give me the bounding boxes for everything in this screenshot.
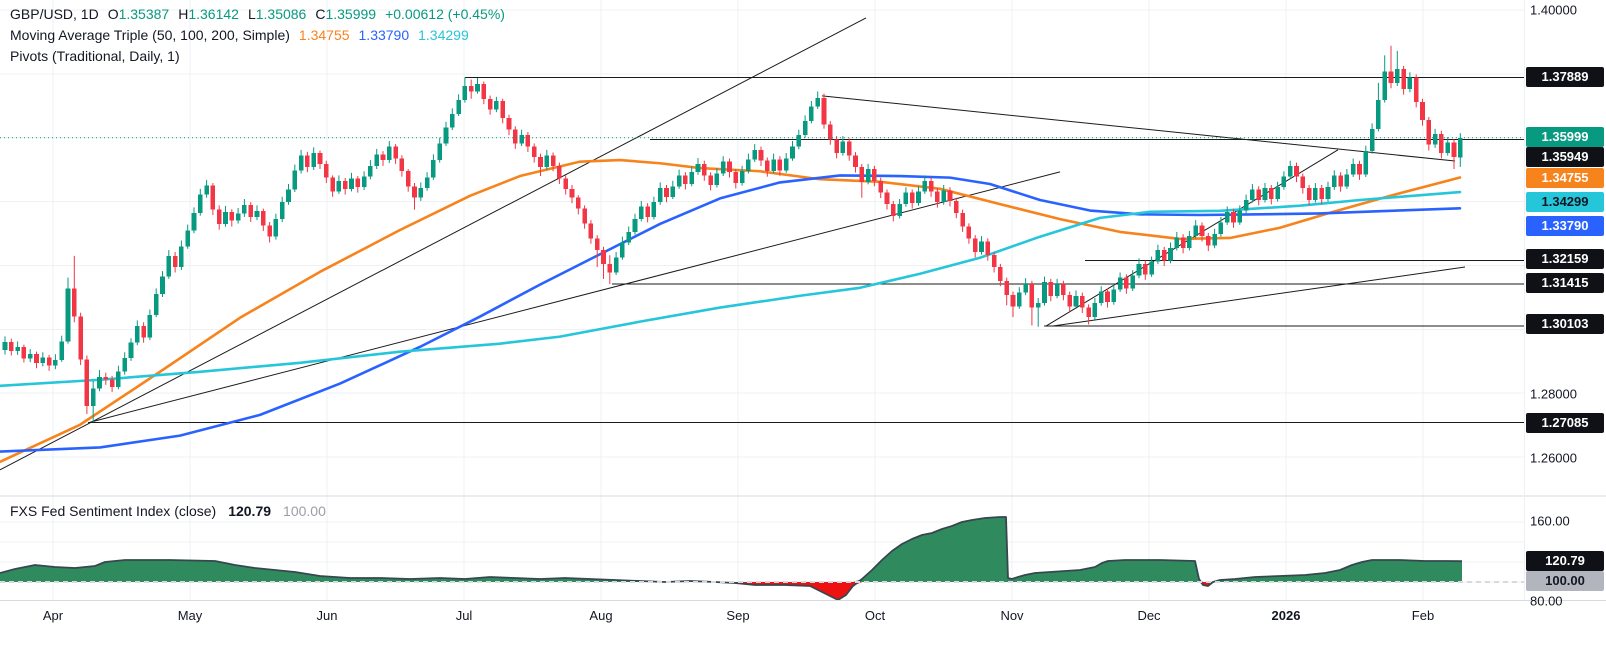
ohlc-high: H1.36142: [178, 6, 239, 22]
price-scale-badge: 100.00: [1526, 571, 1604, 591]
time-axis-label: Apr: [42, 608, 64, 623]
price-scale-label: 160.00: [1530, 513, 1570, 529]
sma-50-line: [0, 158, 1462, 464]
sentiment-outline: [0, 516, 1463, 601]
sentiment-area-negative: [0, 582, 1462, 600]
price-scale-badge: 1.37889: [1526, 67, 1604, 87]
price-scale-badge: 1.32159: [1526, 249, 1604, 269]
time-axis-label: Sep: [726, 608, 750, 623]
price-scale-badge: 1.30103: [1526, 314, 1604, 334]
ma-100-value: 1.33790: [358, 27, 410, 43]
sma-100-line: [0, 174, 1462, 453]
price-scale-label: 1.26000: [1530, 450, 1577, 466]
price-scale-badge: 1.31415: [1526, 273, 1604, 293]
time-axis-label: 2026: [1271, 608, 1301, 623]
time-axis-label: Jun: [316, 608, 338, 623]
chart-legend: GBP/USD, 1D O1.35387 H1.36142 L1.35086 C…: [10, 6, 505, 69]
price-scale-badge: 1.33790: [1526, 216, 1604, 236]
ma-legend-row[interactable]: Moving Average Triple (50, 100, 200, Sim…: [10, 27, 505, 48]
price-scale-badge: 1.34755: [1526, 168, 1604, 188]
ohlc-change: +0.00612 (+0.45%): [385, 6, 505, 22]
time-axis-label: Feb: [1411, 608, 1435, 623]
price-scale-badge: 1.35999: [1526, 127, 1604, 147]
price-scale-label: 1.40000: [1530, 2, 1577, 18]
ohlc-open: O1.35387: [107, 6, 170, 22]
pivots-legend-row[interactable]: Pivots (Traditional, Daily, 1): [10, 48, 505, 69]
time-axis-label: Aug: [589, 608, 613, 623]
time-axis-label: Dec: [1137, 608, 1161, 623]
sentiment-indicator-title[interactable]: FXS Fed Sentiment Index (close): [10, 503, 217, 519]
sentiment-baseline-value: 100.00: [283, 503, 326, 519]
ma-200-value: 1.34299: [418, 27, 469, 43]
time-axis-label: Nov: [1000, 608, 1024, 623]
price-scale-badge: 1.35949: [1526, 147, 1604, 167]
sentiment-legend-row[interactable]: FXS Fed Sentiment Index (close) 120.79 1…: [10, 503, 326, 519]
symbol-title[interactable]: GBP/USD, 1D: [10, 6, 99, 22]
trendline: [1051, 266, 1466, 327]
price-scale-badge: 1.27085: [1526, 413, 1604, 433]
time-axis-label: May: [177, 608, 203, 623]
trendline: [89, 171, 1061, 423]
price-scale-label: 1.28000: [1530, 386, 1577, 402]
time-axis-label: Oct: [864, 608, 886, 623]
price-scale-badge: 120.79: [1526, 551, 1604, 571]
trendline: [0, 17, 867, 471]
sentiment-area-positive: [0, 517, 1462, 582]
ohlc-close: C1.35999: [315, 6, 377, 22]
candlestick-series: [2, 45, 1463, 423]
symbol-legend-row[interactable]: GBP/USD, 1D O1.35387 H1.36142 L1.35086 C…: [10, 6, 505, 27]
ma-indicator-title[interactable]: Moving Average Triple (50, 100, 200, Sim…: [10, 27, 290, 43]
sma-200-line: [0, 190, 1462, 388]
ma-50-value: 1.34755: [298, 27, 350, 43]
price-scale-badge: 1.34299: [1526, 192, 1604, 212]
sentiment-value: 120.79: [228, 503, 272, 519]
time-axis-label: Jul: [455, 608, 473, 623]
trendline: [821, 95, 1456, 162]
ohlc-low: L1.35086: [247, 6, 307, 22]
price-scale-label: 80.00: [1530, 593, 1563, 609]
pivots-indicator-title[interactable]: Pivots (Traditional, Daily, 1): [10, 48, 180, 64]
